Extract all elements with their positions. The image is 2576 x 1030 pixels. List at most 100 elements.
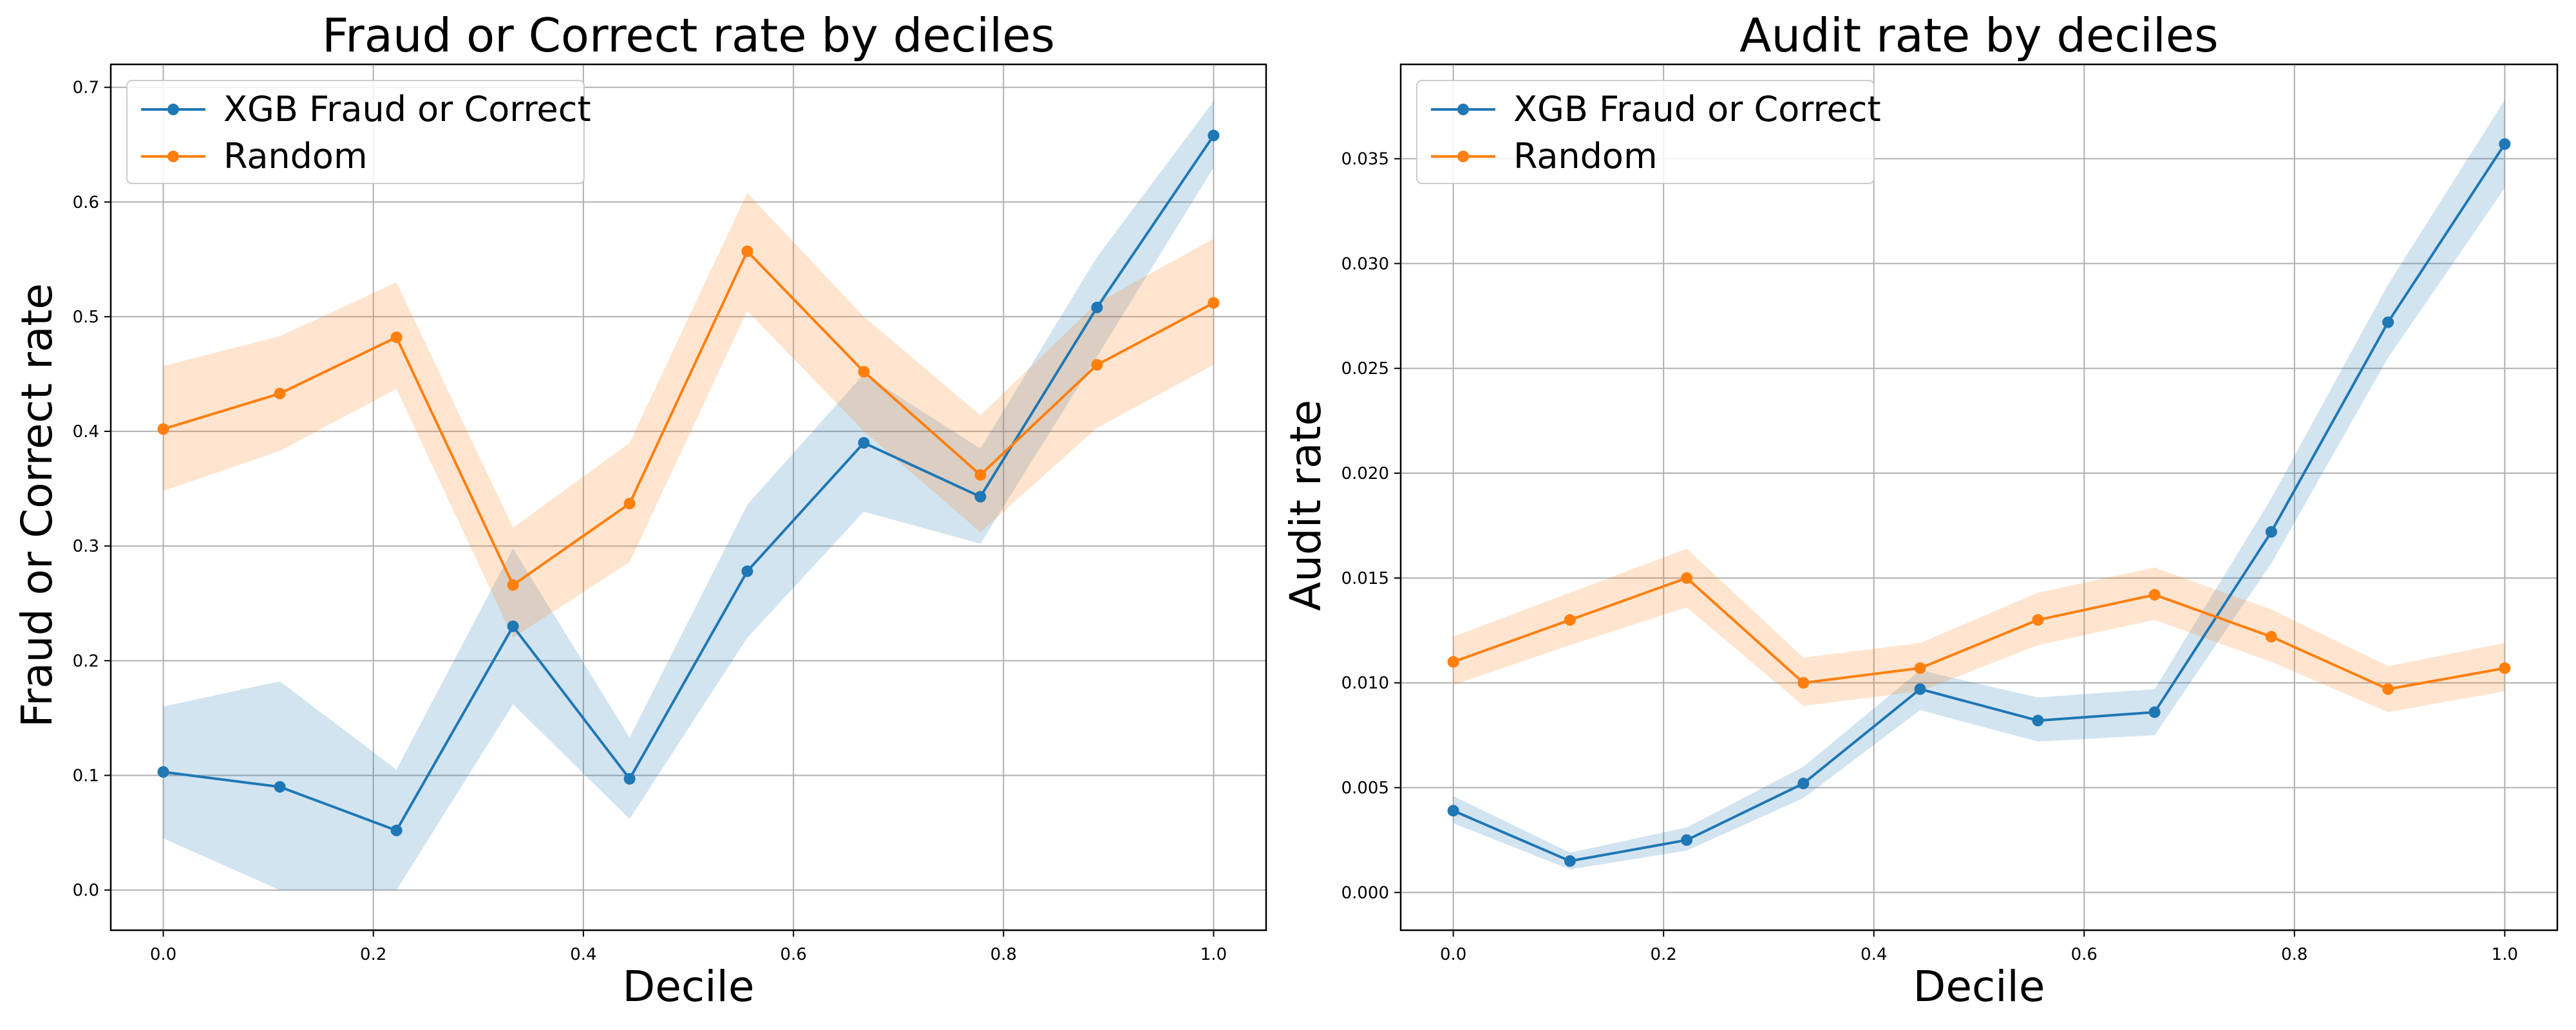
data-point-random: [623, 498, 636, 510]
chart-title: Audit rate by deciles: [1739, 8, 2218, 62]
data-point-xgb: [1681, 834, 1693, 846]
data-point-xgb: [1208, 129, 1220, 142]
legend-box: [126, 80, 585, 184]
data-point-random: [507, 579, 519, 591]
gridlines: [111, 64, 1266, 930]
data-point-random: [2382, 683, 2394, 695]
x-tick-label: 0.4: [570, 945, 596, 964]
confidence-band-random: [1453, 548, 2505, 713]
data-point-xgb: [2032, 715, 2044, 727]
y-tick-label: 0.1: [73, 767, 99, 786]
data-point-random: [157, 423, 169, 435]
y-tick-label: 0.3: [73, 537, 99, 556]
x-tick-label: 0.0: [150, 945, 176, 964]
y-tick-label: 0.035: [1341, 150, 1389, 169]
legend-label-xgb: XGB Fraud or Correct: [1513, 89, 1881, 129]
data-point-xgb: [2382, 316, 2394, 328]
data-point-random: [858, 366, 870, 378]
x-tick-label: 0.8: [2281, 945, 2307, 964]
data-point-random: [1208, 297, 1220, 309]
data-point-xgb: [2265, 526, 2277, 538]
data-point-xgb: [741, 565, 753, 577]
y-tick-label: 0.000: [1341, 883, 1389, 903]
x-tick-label: 1.0: [2492, 945, 2518, 964]
y-tick-label: 0.025: [1341, 359, 1389, 379]
y-tick-label: 0.0: [73, 881, 99, 901]
x-tick-label: 0.2: [1651, 945, 1677, 964]
data-point-xgb: [1564, 855, 1576, 867]
legend: XGB Fraud or Correct Random: [1416, 80, 1881, 184]
data-point-xgb: [858, 436, 870, 449]
legend-label-random: Random: [223, 136, 368, 176]
series-line-xgb: [163, 135, 1215, 832]
legend: XGB Fraud or Correct Random: [126, 80, 591, 184]
data-point-random: [2148, 588, 2161, 601]
data-point-xgb: [1797, 778, 1810, 790]
y-tick-label: 0.015: [1341, 569, 1389, 588]
x-tick-label: 0.8: [990, 945, 1017, 964]
series-line-random: [1452, 576, 2505, 691]
y-tick-label: 0.5: [73, 308, 99, 327]
legend-label-xgb: XGB Fraud or Correct: [223, 89, 591, 129]
data-point-random: [1914, 662, 1926, 674]
data-point-xgb: [2499, 138, 2511, 150]
data-point-random: [1681, 572, 1693, 584]
data-point-xgb: [1914, 683, 1926, 695]
y-tick-label: 0.4: [73, 422, 99, 442]
legend-marker-xgb: [1457, 104, 1469, 115]
confidence-band-xgb: [163, 101, 1214, 890]
gridlines: [1401, 64, 2557, 930]
data-point-xgb: [157, 766, 169, 778]
data-point-random: [1447, 656, 1459, 668]
data-point-xgb: [1091, 301, 1103, 314]
legend-marker-random: [1457, 151, 1469, 162]
data-point-random: [1091, 359, 1103, 371]
plot-frame: [109, 63, 1267, 932]
data-point-random: [2265, 631, 2277, 643]
data-point-random: [2032, 614, 2044, 626]
chart-audit-rate: Audit rate by deciles Decile Audit rate …: [1281, 8, 2559, 1011]
y-tick-label: 0.2: [73, 651, 99, 671]
x-tick-label: 0.6: [2071, 945, 2098, 964]
y-tick-label: 0.030: [1341, 254, 1389, 274]
y-tick-label: 0.005: [1341, 779, 1389, 798]
confidence-band-xgb: [1453, 100, 2505, 870]
x-tick-label: 0.2: [360, 945, 386, 964]
data-point-xgb: [390, 825, 402, 837]
x-axis-label: Decile: [623, 962, 755, 1011]
data-point-random: [1564, 614, 1576, 626]
data-point-xgb: [974, 491, 987, 503]
x-axis-label: Decile: [1913, 962, 2045, 1011]
data-point-xgb: [623, 772, 636, 785]
data-point-random: [274, 388, 286, 400]
data-point-random: [974, 469, 987, 481]
legend-label-random: Random: [1513, 136, 1658, 176]
data-point-random: [741, 245, 753, 258]
confidence-band-random: [163, 192, 1214, 638]
chart-title: Fraud or Correct rate by deciles: [322, 8, 1055, 62]
plot-frame: [1399, 63, 2559, 932]
data-point-random: [390, 331, 402, 343]
x-tick-label: 0.6: [780, 945, 806, 964]
y-tick-label: 0.6: [73, 193, 99, 212]
data-point-random: [2499, 662, 2511, 674]
x-tick-label: 0.4: [1861, 945, 1887, 964]
legend-marker-random: [167, 151, 179, 162]
data-point-xgb: [507, 620, 519, 632]
y-axis-label: Fraud or Correct rate: [12, 283, 62, 727]
y-axis-label: Audit rate: [1281, 400, 1331, 611]
chart-fraud-or-correct-rate: Fraud or Correct rate by deciles Decile …: [12, 8, 1267, 1011]
data-point-xgb: [1447, 805, 1459, 817]
x-tick-label: 1.0: [1200, 945, 1227, 964]
series-line-random: [162, 250, 1215, 586]
data-point-random: [1797, 677, 1810, 689]
data-point-xgb: [274, 781, 286, 793]
y-tick-label: 0.010: [1341, 674, 1389, 693]
y-tick-label: 0.020: [1341, 464, 1389, 483]
series-line-xgb: [1452, 143, 2506, 863]
x-tick-label: 0.0: [1440, 945, 1466, 964]
y-tick-label: 0.7: [73, 79, 99, 98]
legend-box: [1416, 80, 1875, 184]
data-point-xgb: [2148, 706, 2161, 718]
